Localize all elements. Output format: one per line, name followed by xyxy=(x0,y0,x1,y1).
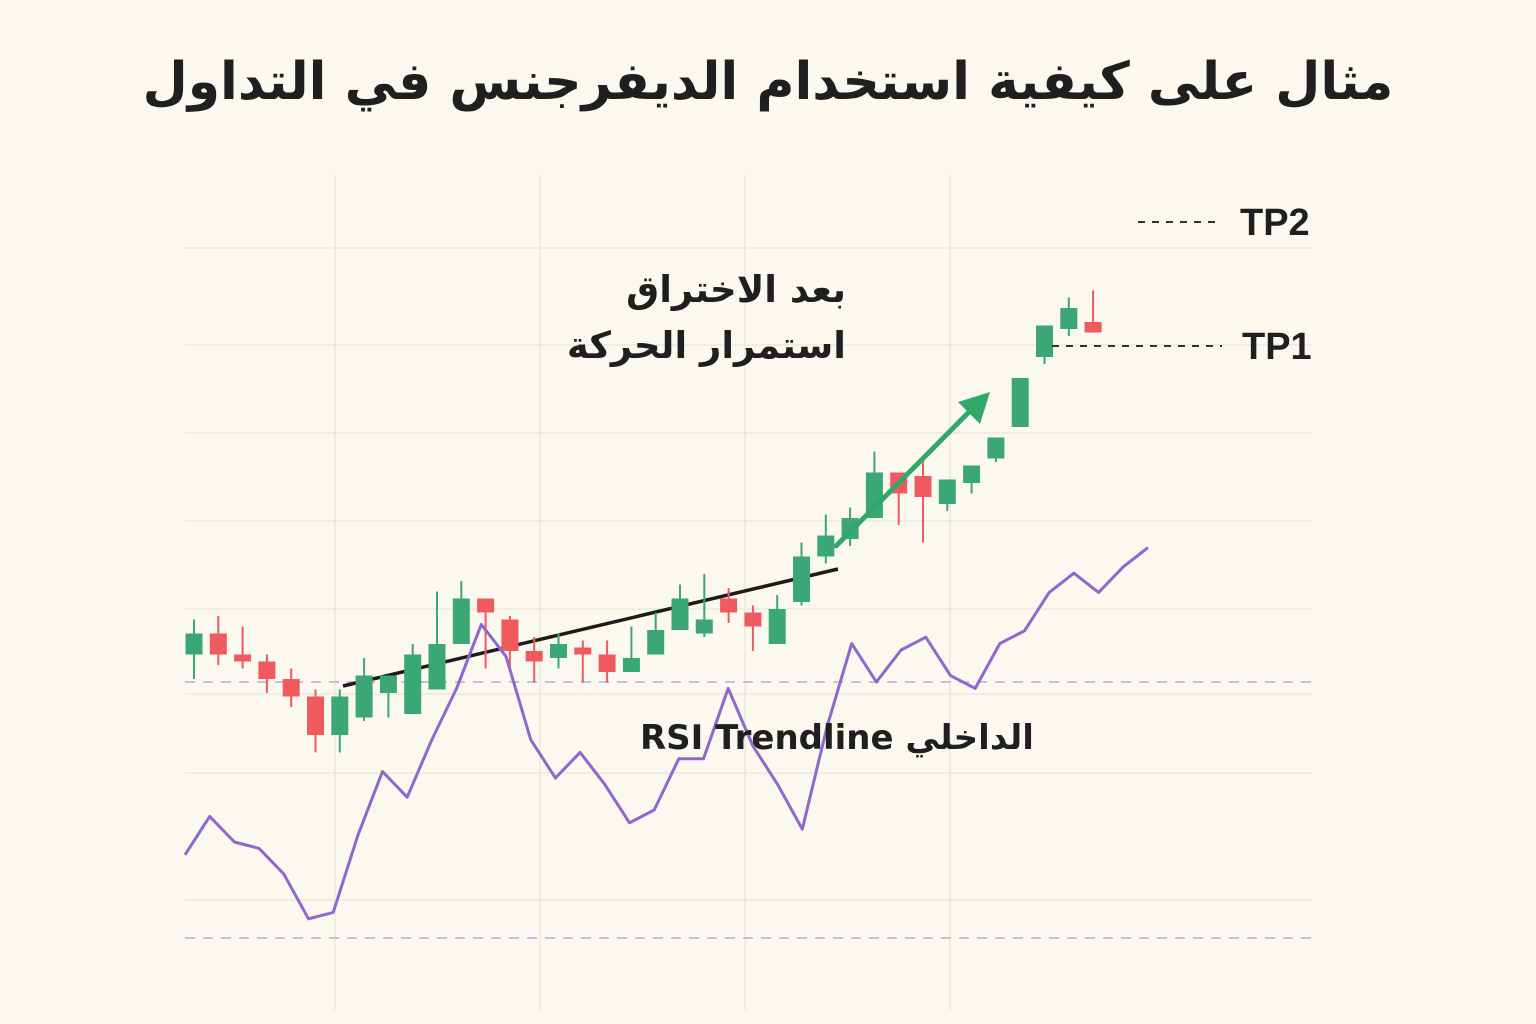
candle xyxy=(914,458,932,543)
candle-body xyxy=(331,696,349,735)
candle-body xyxy=(1084,322,1102,333)
candle xyxy=(598,640,616,683)
candle xyxy=(355,658,373,721)
candle-body xyxy=(477,598,495,613)
candle xyxy=(695,574,713,637)
candle xyxy=(987,437,1005,462)
chart-title: مثال على كيفية استخدام الديفرجنس في التد… xyxy=(142,52,1394,112)
candle xyxy=(1084,290,1102,333)
candle-body xyxy=(914,476,932,497)
candle xyxy=(574,640,592,683)
candle xyxy=(963,465,981,494)
annotation-line-1: بعد الاختراق xyxy=(626,268,846,311)
candle-body xyxy=(938,479,956,504)
candle-body xyxy=(307,696,324,735)
candle-body xyxy=(720,598,738,613)
candle-body xyxy=(1036,325,1053,357)
candle-body xyxy=(647,630,665,655)
candle-body xyxy=(817,535,835,557)
candle xyxy=(258,654,276,693)
rsi-level-lines xyxy=(185,681,1312,939)
candle-body xyxy=(404,654,422,714)
candle-body xyxy=(501,619,519,651)
candle-body xyxy=(428,644,446,690)
candle xyxy=(525,637,543,683)
candle-body xyxy=(963,465,981,483)
grid xyxy=(185,175,1312,1010)
candle-body xyxy=(282,679,300,697)
candle xyxy=(817,514,835,564)
candle-body xyxy=(355,675,373,718)
candle-body xyxy=(987,437,1005,459)
candle xyxy=(379,675,397,718)
candle xyxy=(234,626,252,669)
candle xyxy=(1011,378,1029,427)
candle xyxy=(793,542,810,606)
candle xyxy=(622,626,640,672)
candle xyxy=(744,605,762,651)
target-lines xyxy=(1052,221,1222,347)
candle xyxy=(720,588,738,623)
candle-body xyxy=(209,633,227,655)
breakout-annotation: بعد الاختراق استمرار الحركة xyxy=(567,262,846,374)
candle-body xyxy=(622,658,640,672)
candle-body xyxy=(185,633,203,655)
annotation-line-2: استمرار الحركة xyxy=(566,324,846,367)
candle-body xyxy=(1011,378,1029,427)
candle xyxy=(647,612,665,655)
candle-body xyxy=(550,644,567,658)
rsi-line xyxy=(183,546,1149,921)
breakout-arrow xyxy=(833,392,990,549)
candle xyxy=(501,616,519,672)
candle xyxy=(1036,325,1053,364)
tp2-label: TP2 xyxy=(1240,202,1310,244)
candle xyxy=(768,595,786,644)
candle xyxy=(209,616,227,665)
candle xyxy=(477,598,495,669)
candle-body xyxy=(452,598,470,644)
candle-body xyxy=(574,647,592,655)
candle-body xyxy=(865,472,883,518)
candle xyxy=(185,619,203,679)
rsi-trendline-label: الداخلي RSI Trendline xyxy=(640,718,1034,758)
candle-body xyxy=(1060,308,1078,329)
candle-body xyxy=(671,598,689,630)
candlesticks xyxy=(185,290,1102,753)
candle-body xyxy=(598,654,616,672)
candle xyxy=(282,668,300,707)
candle xyxy=(404,644,422,714)
candle xyxy=(938,479,956,511)
candle-body xyxy=(525,651,543,662)
candle xyxy=(550,633,567,669)
candle xyxy=(671,584,689,630)
candle-body xyxy=(258,661,276,679)
candle xyxy=(307,689,324,753)
candle-body xyxy=(234,654,252,662)
price-trendline xyxy=(342,567,839,688)
candle-body xyxy=(744,612,762,627)
candle xyxy=(428,591,446,690)
candle xyxy=(331,689,349,753)
candle-body xyxy=(379,675,397,693)
candle xyxy=(452,581,470,644)
tp1-label: TP1 xyxy=(1242,326,1312,368)
candle xyxy=(1060,297,1078,336)
candle-body xyxy=(793,556,810,602)
candle-body xyxy=(695,619,713,634)
candle-body xyxy=(768,609,786,644)
